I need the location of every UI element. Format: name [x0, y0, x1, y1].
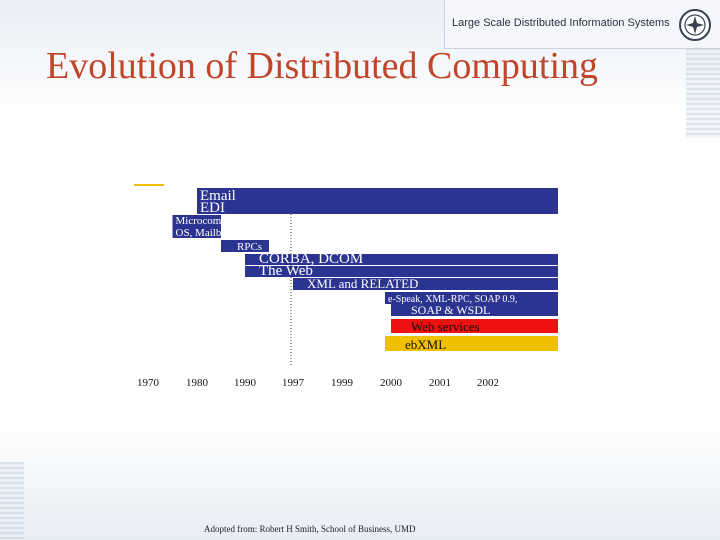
timeline-bar-label: Microcompute — [176, 215, 241, 227]
timeline-bar — [197, 188, 558, 202]
x-tick-label: 1997 — [282, 377, 305, 389]
timeline-bar-label: CORBA, DCOM — [259, 251, 363, 267]
university-seal-icon — [679, 9, 711, 41]
x-tick-label: 2002 — [477, 377, 499, 389]
timeline-bar — [221, 240, 269, 252]
timeline-bar — [293, 278, 558, 290]
timeline-bar — [385, 336, 558, 351]
timeline-bar — [197, 202, 558, 214]
x-tick-label: 1980 — [186, 377, 209, 389]
slide-title: Evolution of Distributed Computing — [46, 45, 599, 87]
timeline-bar-label: EDI — [200, 200, 225, 216]
timeline-chart: Email EDI Microcompute OS, Mailbox es RPCs CO… — [130, 180, 570, 390]
timeline-bar — [245, 254, 558, 265]
timeline-bar-label: XML and RELATED — [307, 276, 418, 291]
start-marker — [134, 184, 164, 186]
source-caption: Adopted from: Robert H Smith, School of … — [204, 524, 416, 534]
timeline-bar — [391, 319, 558, 333]
timeline-bar — [391, 304, 558, 316]
timeline-bar-label: ebXML — [405, 337, 446, 352]
x-tick-label: 2001 — [429, 377, 451, 389]
timeline-bar-label: e-Speak, XML-RPC, SOAP 0.9, — [388, 294, 517, 305]
decorative-text-strip — [686, 48, 720, 138]
x-tick-label: 1990 — [234, 377, 257, 389]
timeline-bar-label: OS, Mailbox es — [176, 227, 245, 239]
x-tick-label: 2000 — [380, 377, 403, 389]
timeline-bar-label: Email — [200, 188, 236, 204]
header-title: Large Scale Distributed Information Syst… — [452, 17, 670, 29]
timeline-bar-label: SOAP & WSDL — [411, 303, 490, 317]
header-banner — [444, 0, 720, 49]
timeline-bar-label: The Web — [259, 263, 313, 279]
timeline-bar — [172, 226, 221, 238]
timeline-bar-label: RPCs — [237, 241, 262, 253]
timeline-bar — [385, 292, 558, 304]
timeline-bar — [172, 215, 221, 226]
decorative-text-strip-left — [0, 462, 24, 540]
timeline-bar-label: Web services — [411, 319, 480, 334]
timeline-bar — [245, 266, 558, 277]
x-tick-label: 1970 — [137, 377, 160, 389]
x-tick-label: 1999 — [331, 377, 354, 389]
